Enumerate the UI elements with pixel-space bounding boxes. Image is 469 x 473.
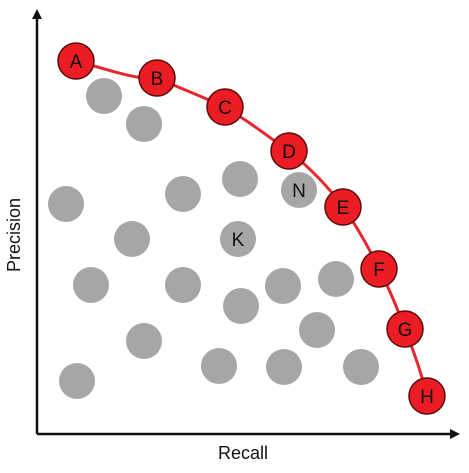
frontier-point-b-circle: [138, 59, 176, 97]
frontier-point-g-circle: [386, 310, 424, 348]
gray-point: [201, 348, 237, 384]
frontier-point-b: B: [138, 59, 176, 97]
gray-point: [73, 267, 109, 303]
frontier-point-h: H: [408, 377, 446, 415]
gray-point: [299, 312, 335, 348]
gray-point-k: K: [220, 221, 256, 257]
gray-point: [318, 261, 354, 297]
gray-point-n: N: [281, 172, 317, 208]
frontier-point-g-label: G: [398, 320, 413, 341]
frontier-point-d: D: [270, 132, 308, 170]
frontier-point-c-label: C: [218, 98, 232, 119]
frontier-point-e-circle: [324, 188, 362, 226]
gray-point: [265, 268, 301, 304]
frontier-point-a-circle: [57, 42, 95, 80]
frontier-point-a-label: A: [70, 52, 83, 73]
frontier-point-g: G: [386, 310, 424, 348]
labeled-gray-points: N K: [220, 172, 317, 257]
gray-point: [266, 349, 302, 385]
gray-point: [343, 349, 379, 385]
gray-point: [222, 161, 258, 197]
frontier-point-c-circle: [206, 88, 244, 126]
frontier-point-d-circle: [270, 132, 308, 170]
gray-point: [165, 267, 201, 303]
frontier-point-c: C: [206, 88, 244, 126]
frontier-point-f-circle: [360, 250, 398, 288]
gray-point: [114, 221, 150, 257]
gray-point: [48, 186, 84, 222]
gray-point-k-label: K: [232, 230, 245, 251]
gray-point: [126, 323, 162, 359]
gray-point: [86, 78, 122, 114]
gray-point: [126, 106, 162, 142]
gray-points: [48, 78, 379, 399]
frontier-point-a: A: [57, 42, 95, 80]
gray-point: [59, 363, 95, 399]
gray-point-k-circle: [220, 221, 256, 257]
frontier-point-e: E: [324, 188, 362, 226]
x-axis-label: Recall: [218, 443, 268, 463]
frontier-point-h-circle: [408, 377, 446, 415]
frontier-point-h-label: H: [420, 387, 434, 408]
frontier-point-b-label: B: [151, 69, 164, 90]
frontier-point-f: F: [360, 250, 398, 288]
gray-point-n-label: N: [292, 181, 306, 202]
frontier-point-d-label: D: [282, 142, 296, 163]
gray-point: [223, 288, 259, 324]
gray-point-n-circle: [281, 172, 317, 208]
frontier-point-f-label: F: [373, 260, 385, 281]
gray-point: [165, 176, 201, 212]
frontier-point-e-label: E: [337, 198, 350, 219]
y-axis-label: Precision: [4, 198, 24, 272]
frontier-points: A B C D E F G H: [57, 42, 446, 415]
